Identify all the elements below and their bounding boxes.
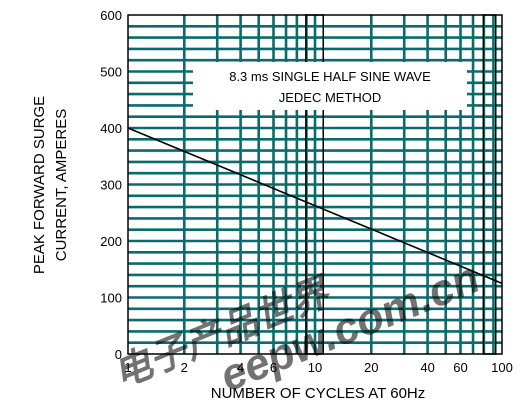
series-line	[127, 127, 503, 285]
x-tick-labels: 1 2 4 6 10 20 40 60 100	[124, 360, 512, 375]
y-tick-label: 100	[100, 291, 122, 306]
annotation-text-line-1: 8.3 ms SINGLE HALF SINE WAVE	[229, 69, 431, 84]
data-series	[127, 127, 503, 285]
x-tick-label: 60	[453, 360, 467, 375]
annotation-box: 8.3 ms SINGLE HALF SINE WAVE JEDEC METHO…	[193, 62, 467, 110]
y-tick-label: 500	[100, 65, 122, 80]
x-tick-label: 6	[270, 360, 277, 375]
y-tick-label: 600	[100, 8, 122, 23]
plot-frame	[127, 14, 503, 355]
x-tick-label: 1	[124, 360, 131, 375]
x-tick-label: 100	[491, 360, 513, 375]
x-tick-label: 20	[364, 360, 378, 375]
y-tick-label: 0	[115, 347, 122, 362]
annotation-text-line-2: JEDEC METHOD	[279, 90, 382, 105]
y-tick-label: 400	[100, 121, 122, 136]
y-axis-title-line-2: CURRENT, AMPERES	[53, 109, 70, 262]
x-tick-label: 2	[181, 360, 188, 375]
x-axis-title: NUMBER OF CYCLES AT 60Hz	[211, 385, 426, 402]
x-tick-label: 4	[237, 360, 244, 375]
y-axis-title-line-1: PEAK FORWARD SURGE	[31, 96, 48, 274]
x-tick-label: 10	[308, 360, 322, 375]
y-tick-labels: 0 100 200 300 400 500 600	[100, 8, 122, 362]
y-tick-label: 200	[100, 234, 122, 249]
y-tick-label: 300	[100, 178, 122, 193]
x-tick-label: 40	[420, 360, 434, 375]
